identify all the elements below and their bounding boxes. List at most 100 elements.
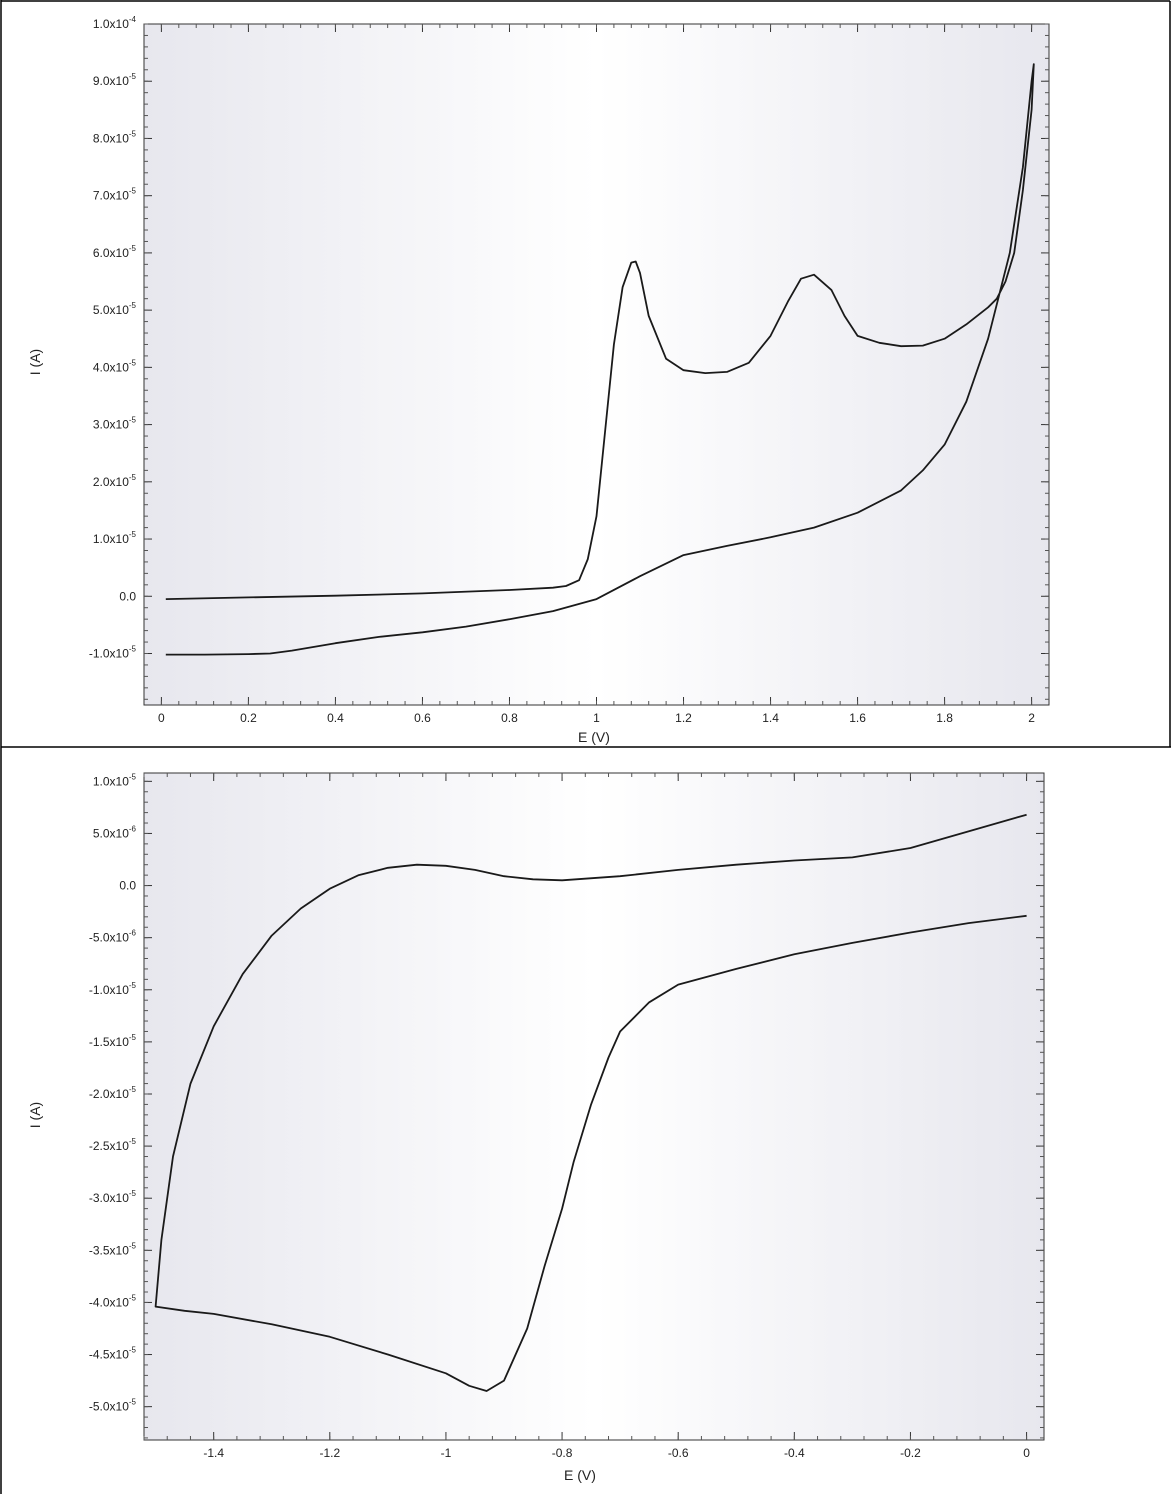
plot-area-background xyxy=(144,24,1049,705)
y-tick-exponent: -5 xyxy=(129,301,137,310)
x-tick-label: 1.8 xyxy=(936,711,953,725)
y-tick-label: 1.0x10-5 xyxy=(93,530,137,546)
y-tick-mantissa: -2.5x10 xyxy=(89,1139,129,1153)
y-tick-mantissa: 8.0x10 xyxy=(93,131,129,145)
x-tick-label: 0.6 xyxy=(414,711,431,725)
y-tick-label: -3.0x10-5 xyxy=(89,1189,137,1205)
y-tick-mantissa: 9.0x10 xyxy=(93,74,129,88)
x-tick-label: 1.4 xyxy=(762,711,779,725)
y-tick-mantissa: -1.5x10 xyxy=(89,1035,129,1049)
y-tick-mantissa: -5.0x10 xyxy=(89,931,129,945)
y-tick-exponent: -5 xyxy=(129,1085,137,1094)
y-tick-label: 1.0x10-4 xyxy=(93,15,137,31)
y-tick-exponent: -5 xyxy=(129,1189,137,1198)
x-tick-label: 0 xyxy=(1023,1446,1030,1460)
x-tick-label: -1 xyxy=(441,1446,452,1460)
x-axis-title: E (V) xyxy=(578,729,610,745)
y-tick-exponent: -5 xyxy=(129,1241,137,1250)
x-tick-label: -1.2 xyxy=(319,1446,340,1460)
y-axis-title: I (A) xyxy=(27,1102,43,1128)
y-tick-exponent: -5 xyxy=(129,772,137,781)
y-tick-mantissa: 0.0 xyxy=(119,879,136,893)
y-tick-label: 8.0x10-5 xyxy=(93,129,137,145)
y-tick-exponent: -5 xyxy=(129,72,137,81)
x-tick-label: 1.2 xyxy=(675,711,692,725)
y-tick-exponent: -5 xyxy=(129,416,137,425)
x-tick-label: -0.6 xyxy=(668,1446,689,1460)
y-tick-label: 7.0x10-5 xyxy=(93,187,137,203)
y-tick-mantissa: 2.0x10 xyxy=(93,475,129,489)
x-tick-label: -0.8 xyxy=(552,1446,573,1460)
y-tick-exponent: -5 xyxy=(129,473,137,482)
y-tick-label: -5.0x10-5 xyxy=(89,1398,137,1414)
y-tick-label: 4.0x10-5 xyxy=(93,358,137,374)
y-tick-label: -5.0x10-6 xyxy=(89,929,137,945)
y-tick-label: -1.5x10-5 xyxy=(89,1033,137,1049)
y-tick-mantissa: 7.0x10 xyxy=(93,189,129,203)
y-tick-label: 2.0x10-5 xyxy=(93,473,137,489)
y-tick-exponent: -6 xyxy=(129,929,137,938)
y-tick-label: -4.5x10-5 xyxy=(89,1346,137,1362)
x-tick-label: 1 xyxy=(593,711,600,725)
y-tick-label: -2.5x10-5 xyxy=(89,1137,137,1153)
y-tick-label: 1.0x10-5 xyxy=(93,772,137,788)
y-tick-label: 6.0x10-5 xyxy=(93,244,137,260)
y-tick-mantissa: -4.5x10 xyxy=(89,1348,129,1362)
y-tick-mantissa: 1.0x10 xyxy=(93,774,129,788)
y-tick-mantissa: -1.0x10 xyxy=(89,646,129,660)
y-tick-label: -2.0x10-5 xyxy=(89,1085,137,1101)
y-tick-label: 9.0x10-5 xyxy=(93,72,137,88)
y-axis-title: I (A) xyxy=(27,349,43,375)
y-tick-label: 3.0x10-5 xyxy=(93,416,137,432)
x-tick-label: 1.6 xyxy=(849,711,866,725)
x-tick-label: -1.4 xyxy=(203,1446,224,1460)
y-tick-mantissa: 5.0x10 xyxy=(93,826,129,840)
y-tick-exponent: -5 xyxy=(129,1346,137,1355)
y-tick-mantissa: 6.0x10 xyxy=(93,246,129,260)
y-tick-mantissa: 0.0 xyxy=(119,589,136,603)
y-tick-label: 5.0x10-5 xyxy=(93,301,137,317)
x-tick-label: 0 xyxy=(158,711,165,725)
x-tick-labels: 0 0.2 0.4 0.6 0.8 1 1.2 1.4 1.6 1.8 2 xyxy=(158,711,1035,725)
y-tick-labels: -1.0x10-50.01.0x10-52.0x10-53.0x10-54.0x… xyxy=(89,15,137,660)
y-tick-mantissa: -3.0x10 xyxy=(89,1191,129,1205)
x-axis-title: E (V) xyxy=(564,1467,596,1483)
y-tick-mantissa: -4.0x10 xyxy=(89,1295,129,1309)
y-tick-mantissa: 1.0x10 xyxy=(93,532,129,546)
y-tick-labels: 1.0x10-55.0x10-60.0-5.0x10-6-1.0x10-5-1.… xyxy=(89,772,137,1413)
y-tick-exponent: -5 xyxy=(129,129,137,138)
y-tick-mantissa: -1.0x10 xyxy=(89,983,129,997)
x-tick-label: 0.8 xyxy=(501,711,518,725)
y-tick-mantissa: -5.0x10 xyxy=(89,1400,129,1414)
x-tick-label: 0.2 xyxy=(240,711,257,725)
plot-area-background xyxy=(144,773,1044,1440)
y-tick-exponent: -5 xyxy=(129,1137,137,1146)
x-tick-label: 2 xyxy=(1028,711,1035,725)
y-tick-mantissa: 4.0x10 xyxy=(93,360,129,374)
y-tick-exponent: -5 xyxy=(129,187,137,196)
y-tick-exponent: -5 xyxy=(129,358,137,367)
y-tick-exponent: -4 xyxy=(129,15,137,24)
y-tick-exponent: -5 xyxy=(129,1398,137,1407)
y-tick-label: -3.5x10-5 xyxy=(89,1241,137,1257)
y-tick-label: 0.0 xyxy=(119,879,136,893)
top-chart: -1.0x10-50.01.0x10-52.0x10-53.0x10-54.0x… xyxy=(27,15,1049,745)
x-tick-label: -0.4 xyxy=(784,1446,805,1460)
y-tick-mantissa: -2.0x10 xyxy=(89,1087,129,1101)
bottom-chart: 1.0x10-55.0x10-60.0-5.0x10-6-1.0x10-5-1.… xyxy=(27,772,1044,1483)
y-tick-exponent: -5 xyxy=(129,644,137,653)
y-tick-mantissa: 5.0x10 xyxy=(93,303,129,317)
y-tick-label: -4.0x10-5 xyxy=(89,1293,137,1309)
y-tick-exponent: -5 xyxy=(129,1293,137,1302)
x-tick-labels: -1.4 -1.2 -1 -0.8 -0.6 -0.4 -0.2 0 xyxy=(203,1446,1030,1460)
y-tick-label: 0.0 xyxy=(119,589,136,603)
y-tick-exponent: -6 xyxy=(129,824,137,833)
y-tick-label: 5.0x10-6 xyxy=(93,824,137,840)
x-tick-label: -0.2 xyxy=(900,1446,921,1460)
y-tick-exponent: -5 xyxy=(129,981,137,990)
y-tick-exponent: -5 xyxy=(129,1033,137,1042)
x-tick-label: 0.4 xyxy=(327,711,344,725)
y-tick-mantissa: 3.0x10 xyxy=(93,418,129,432)
y-tick-exponent: -5 xyxy=(129,244,137,253)
